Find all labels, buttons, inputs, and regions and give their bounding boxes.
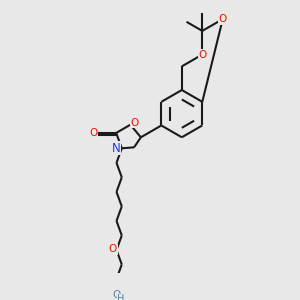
Text: O: O [198,50,206,59]
Text: O: O [131,118,139,128]
Text: O: O [109,244,117,254]
Text: O: O [89,128,98,138]
Text: N: N [112,142,121,155]
Text: O: O [219,14,227,24]
Text: O: O [112,290,121,300]
Text: H: H [117,294,125,300]
